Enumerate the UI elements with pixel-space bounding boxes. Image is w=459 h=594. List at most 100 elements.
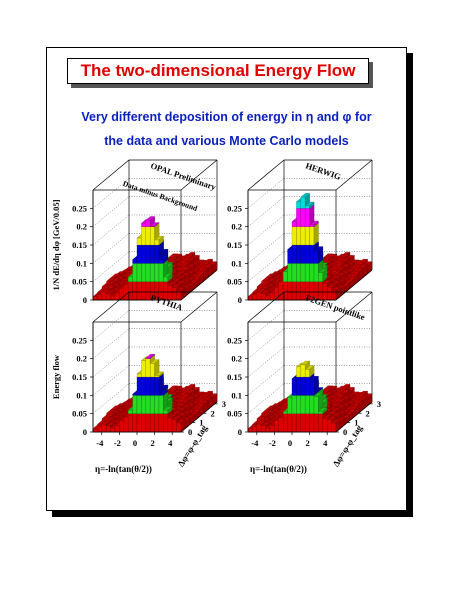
z-tick-label: 0.15: [227, 372, 242, 382]
bar-top-face: [336, 389, 346, 394]
bar-front-face: [265, 427, 271, 433]
bar-top-face: [145, 354, 156, 359]
bar-front-face: [305, 369, 310, 378]
bar-front-face: [136, 373, 142, 378]
z-tick-label: 0: [83, 427, 87, 437]
bar-front-face: [300, 364, 306, 378]
bar-front-face: [283, 413, 288, 433]
bar-front-face: [141, 263, 146, 282]
bar-front-face: [163, 276, 168, 282]
x-tick-label: -4: [251, 438, 259, 448]
bar-top-face: [180, 398, 191, 403]
bar-front-face: [136, 376, 142, 396]
bar-front-face: [172, 287, 177, 301]
z-tick-label: 0.1: [76, 390, 87, 400]
grid-line: [92, 178, 130, 209]
grid-line: [247, 233, 285, 264]
bar-top-face: [304, 201, 315, 206]
bar-front-face: [291, 226, 297, 246]
x-tick-label: -4: [96, 438, 104, 448]
bar-front-face: [296, 366, 301, 378]
bar-front-face: [291, 263, 297, 282]
bar-top-face: [260, 421, 271, 426]
bar-front-face: [274, 420, 279, 433]
z-tick-label: 0.2: [231, 354, 242, 364]
bar-front-face: [154, 375, 160, 378]
bar-front-face: [132, 395, 138, 414]
bar-top-face: [101, 420, 112, 425]
bar-front-face: [305, 226, 310, 246]
bar-top-face: [105, 421, 116, 426]
bar-front-face: [128, 410, 133, 414]
z-tick-label: 0.1: [231, 258, 242, 268]
bar-top-face: [194, 405, 204, 410]
bar-top-face: [181, 393, 191, 398]
bar-front-face: [291, 221, 297, 227]
bar-top-face: [335, 398, 346, 403]
bar-front-face: [291, 395, 297, 414]
bar-front-face: [305, 205, 310, 209]
bar-top-face: [261, 409, 271, 414]
grid-line: [247, 310, 285, 341]
z-tick-label: 0: [238, 427, 242, 437]
bar-top-face: [353, 400, 364, 405]
bar-top-face: [194, 273, 204, 278]
bar-front-face: [309, 244, 315, 264]
x-tick-label: 4: [168, 438, 173, 448]
bar-top-face: [198, 400, 209, 405]
bar-front-face: [154, 413, 160, 433]
panel-title: HERWIG: [304, 160, 342, 181]
bar-top-face: [340, 252, 351, 257]
bar-top-face: [300, 360, 311, 365]
x-tick-label: 2: [305, 438, 309, 448]
bar-front-face: [269, 292, 275, 301]
y-tick-label: 0: [188, 427, 192, 437]
bar-front-face: [247, 428, 253, 433]
bar-front-face: [154, 244, 160, 264]
z-tick-label: 0.2: [231, 222, 242, 232]
bar-front-face: [132, 394, 138, 396]
bar-top-face: [149, 222, 160, 227]
grid-line: [247, 214, 285, 246]
bar-front-face: [141, 395, 146, 414]
bar-top-face: [309, 220, 319, 225]
bar-front-face: [141, 413, 146, 433]
bar-front-face: [150, 263, 155, 282]
bar-top-face: [185, 384, 196, 389]
x-tick-label: 2: [150, 438, 154, 448]
bar-front-face: [296, 281, 301, 301]
bar-front-face: [154, 239, 160, 246]
bar-front-face: [145, 244, 151, 264]
subtitle-line-2: the data and various Monte Carlo models: [104, 134, 349, 148]
bar-front-face: [305, 376, 310, 396]
frame-edge: [180, 291, 218, 323]
bar-front-face: [313, 263, 319, 282]
bar-front-face: [145, 395, 151, 414]
z-tick-label: 0: [83, 295, 87, 305]
bar-top-face: [358, 390, 369, 396]
bar-front-face: [158, 263, 164, 282]
bar-front-face: [287, 281, 293, 301]
bar-front-face: [110, 295, 116, 301]
bar-top-face: [260, 280, 271, 285]
bar-front-face: [158, 395, 164, 414]
bar-top-face: [171, 415, 182, 420]
bar-front-face: [150, 413, 155, 433]
bar-front-face: [287, 263, 293, 282]
lego-plot-herwig: 0 0.05 0.1 0.15 0.2 0.25 HERWIG: [227, 159, 373, 305]
bar-front-face: [132, 281, 138, 301]
slide-title: The two-dimensional Energy Flow: [80, 61, 356, 80]
bar-front-face: [309, 395, 315, 414]
bar-top-face: [181, 261, 191, 266]
bar-front-face: [318, 411, 323, 414]
bar-front-face: [291, 244, 297, 264]
bar-front-face: [114, 293, 120, 301]
bar-front-face: [163, 413, 168, 433]
bar-top-face: [336, 261, 346, 266]
bar-top-face: [256, 288, 267, 293]
frame-edge: [247, 291, 285, 323]
bar-front-face: [145, 281, 151, 301]
bar-front-face: [150, 363, 155, 378]
bar-front-face: [252, 426, 257, 433]
z-tick-label: 0.25: [227, 335, 242, 345]
